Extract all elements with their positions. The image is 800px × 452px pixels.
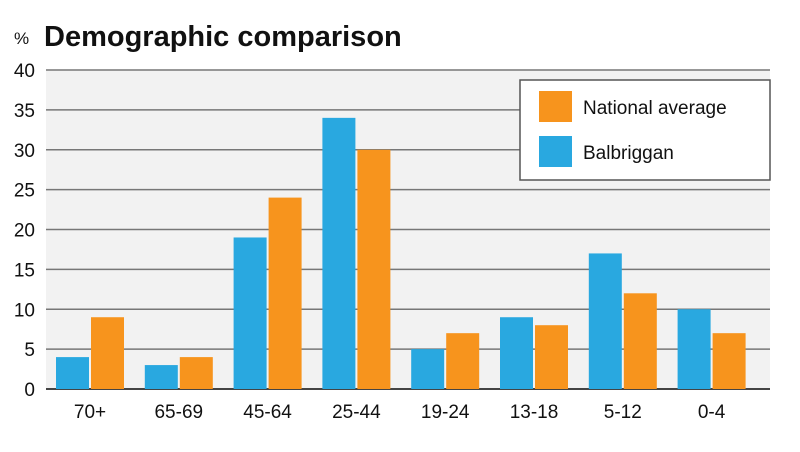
y-tick-label: 30 <box>14 141 35 162</box>
chart-title: Demographic comparison <box>44 21 402 53</box>
bar-balbriggan-65-69 <box>144 365 178 389</box>
y-tick-label: 35 <box>14 101 35 122</box>
x-tick-label: 45-64 <box>243 402 292 423</box>
legend-swatch <box>539 91 572 122</box>
y-tick-label: 15 <box>14 260 35 281</box>
y-tick-label: 10 <box>14 300 35 321</box>
x-tick-label: 5-12 <box>604 402 642 423</box>
bar-balbriggan-45-64 <box>233 237 267 389</box>
bar-balbriggan-25-44 <box>322 117 356 389</box>
bar-balbriggan-5-12 <box>588 253 622 389</box>
unit-label: % <box>14 29 29 48</box>
y-tick-label: 0 <box>24 380 35 401</box>
legend-label: National average <box>583 98 727 119</box>
bar-national-average-5-12 <box>623 293 657 389</box>
bar-balbriggan-13-18 <box>500 317 533 389</box>
bar-national-average-65-69 <box>179 357 213 389</box>
bar-national-average-13-18 <box>535 325 568 389</box>
x-tick-label: 25-44 <box>332 402 381 423</box>
bar-national-average-0-4 <box>712 333 746 389</box>
bar-national-average-19-24 <box>446 333 480 389</box>
y-tick-label: 25 <box>14 181 35 202</box>
legend-swatch <box>539 136 572 167</box>
bar-national-average-45-64 <box>268 197 302 389</box>
legend: National average Balbriggan <box>519 79 771 181</box>
x-tick-label: 13-18 <box>510 402 559 423</box>
bar-national-average-70+ <box>91 317 124 389</box>
bar-balbriggan-0-4 <box>677 309 711 389</box>
x-tick-label: 70+ <box>74 402 106 423</box>
bar-national-average-25-44 <box>357 149 391 389</box>
bar-balbriggan-70+ <box>56 357 89 389</box>
x-tick-label: 19-24 <box>421 402 470 423</box>
x-tick-label: 0-4 <box>698 402 726 423</box>
y-tick-label: 20 <box>14 221 35 242</box>
y-tick-label: 5 <box>24 340 35 361</box>
legend-label: Balbriggan <box>583 143 674 164</box>
x-tick-label: 65-69 <box>154 402 203 423</box>
y-tick-label: 40 <box>14 61 35 82</box>
bar-balbriggan-19-24 <box>411 349 445 389</box>
